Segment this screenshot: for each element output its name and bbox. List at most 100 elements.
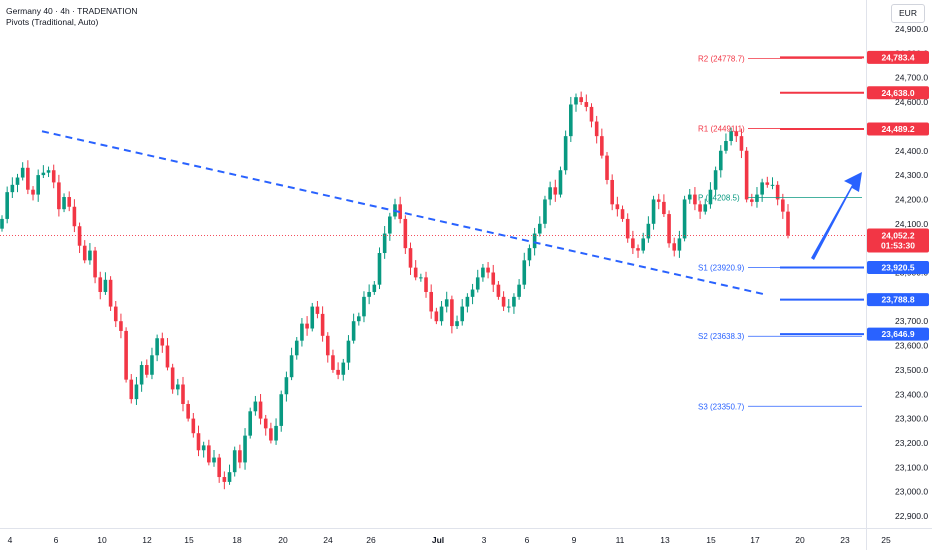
candle-body bbox=[294, 340, 299, 356]
price-tick-label: 24,200.0 bbox=[895, 194, 928, 204]
candle-body bbox=[108, 279, 113, 307]
price-axis: 22,900.0 23,000.0 23,100.0 23,200.0 23,300.0… bbox=[867, 24, 929, 521]
candle-body bbox=[610, 179, 614, 205]
candle-body bbox=[522, 260, 527, 285]
candle-body bbox=[331, 355, 335, 370]
candle-body bbox=[646, 223, 651, 239]
candle-body bbox=[594, 121, 599, 137]
time-tick-label: 4 bbox=[8, 535, 13, 545]
pivot-label-s2: S2 (23638.3) bbox=[698, 332, 745, 341]
time-tick-label: 6 bbox=[54, 535, 59, 545]
candle-body bbox=[196, 433, 201, 451]
candle-body bbox=[113, 306, 118, 322]
indicator-label[interactable]: Pivots (Traditional, Auto) bbox=[6, 17, 99, 27]
candle-body bbox=[786, 211, 790, 236]
candle-body bbox=[269, 428, 273, 441]
time-tick-label: 10 bbox=[97, 535, 107, 545]
candle-body bbox=[584, 102, 589, 107]
candle-body bbox=[103, 279, 108, 292]
candle-body bbox=[274, 425, 278, 441]
candle-body bbox=[687, 194, 692, 200]
time-tick-label: 25 bbox=[881, 535, 891, 545]
candle-body bbox=[465, 296, 470, 307]
candle-body bbox=[424, 277, 428, 292]
candle-body bbox=[724, 141, 728, 151]
candle-body bbox=[155, 338, 159, 356]
candle-body bbox=[176, 384, 180, 390]
bullish-arrow-icon bbox=[811, 172, 862, 260]
time-tick-label: 24 bbox=[323, 535, 333, 545]
candle-body bbox=[734, 131, 739, 137]
price-tick-label: 24,600.0 bbox=[895, 97, 928, 107]
candle-body bbox=[765, 182, 770, 185]
candle-body bbox=[631, 238, 635, 249]
candle-body bbox=[201, 445, 206, 451]
candle-body bbox=[67, 197, 72, 207]
level-badge-label: 24,489.2 bbox=[881, 124, 914, 134]
candle-body bbox=[625, 218, 630, 239]
price-tick-label: 23,500.0 bbox=[895, 365, 928, 375]
candle-body bbox=[289, 355, 294, 378]
candle-body bbox=[5, 192, 9, 219]
time-tick-label: 9 bbox=[572, 535, 577, 545]
candle-body bbox=[563, 136, 568, 171]
candle-body bbox=[232, 450, 237, 473]
level-badge-label: 24,783.4 bbox=[881, 52, 914, 62]
candle-body bbox=[212, 457, 216, 463]
candle-body bbox=[26, 167, 30, 190]
candle-body bbox=[517, 284, 521, 297]
candle-body bbox=[403, 218, 408, 249]
candle-body bbox=[320, 313, 325, 336]
candle-body bbox=[377, 253, 382, 285]
candle-body bbox=[718, 150, 723, 171]
candle-body bbox=[450, 299, 454, 327]
candle-body bbox=[672, 243, 677, 251]
candle-body bbox=[300, 323, 304, 341]
level-badge bbox=[867, 327, 929, 341]
candle-body bbox=[139, 365, 144, 385]
price-tick-label: 23,400.0 bbox=[895, 389, 928, 399]
candle-body bbox=[82, 245, 87, 261]
candle-body bbox=[144, 365, 149, 375]
candle-body bbox=[781, 199, 785, 212]
time-tick-label: 6 bbox=[525, 535, 530, 545]
candle-body bbox=[0, 218, 4, 229]
candle-body bbox=[475, 277, 480, 290]
candle-body bbox=[755, 194, 759, 202]
candle-body bbox=[491, 272, 496, 285]
level-badge bbox=[867, 293, 929, 307]
time-tick-label: Jul bbox=[432, 535, 444, 545]
time-axis: 4 6 10 12 15 18 20 24 26 Jul 3 6 9 11 13 15 17 20 23 25 bbox=[8, 535, 891, 545]
candle-body bbox=[760, 182, 764, 195]
candle-body bbox=[713, 170, 718, 190]
currency-button[interactable]: EUR bbox=[891, 4, 925, 23]
time-tick-label: 23 bbox=[840, 535, 850, 545]
candle-body bbox=[615, 204, 620, 210]
candle-body bbox=[46, 170, 51, 173]
candle-body bbox=[439, 306, 444, 322]
time-tick-label: 15 bbox=[184, 535, 194, 545]
price-tick-label: 22,900.0 bbox=[895, 511, 928, 521]
candle-body bbox=[238, 450, 242, 463]
candle-body bbox=[496, 284, 501, 297]
candle-body bbox=[382, 233, 387, 254]
candle-body bbox=[77, 226, 82, 246]
price-tick-label: 23,200.0 bbox=[895, 438, 928, 448]
candle-body bbox=[532, 233, 537, 249]
candle-body bbox=[641, 238, 646, 251]
candle-body bbox=[636, 248, 640, 251]
candle-body bbox=[279, 394, 284, 426]
last-price-label: 24,052.2 bbox=[881, 230, 914, 240]
candle-body bbox=[548, 187, 552, 200]
candle-body bbox=[186, 403, 190, 419]
candle-body bbox=[357, 316, 361, 322]
pivot-label-s1: S1 (23920.9) bbox=[698, 263, 745, 272]
candle-body bbox=[263, 418, 268, 429]
candle-body bbox=[207, 445, 211, 463]
candle-body bbox=[558, 170, 563, 195]
candle-body bbox=[15, 177, 20, 185]
time-tick-label: 3 bbox=[482, 535, 487, 545]
candle-body bbox=[57, 182, 61, 210]
candle-body bbox=[506, 306, 511, 308]
